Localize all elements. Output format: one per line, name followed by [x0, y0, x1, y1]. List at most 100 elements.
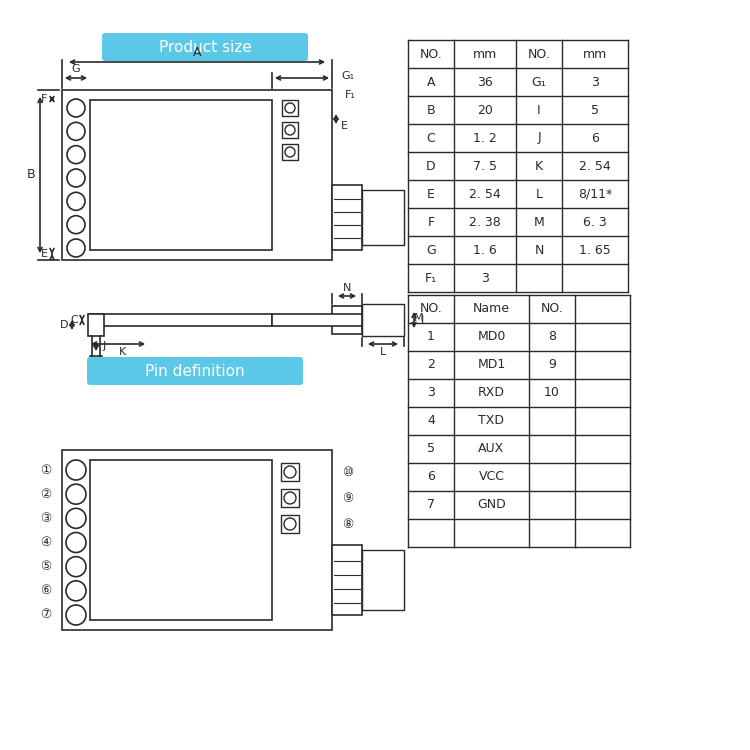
Text: I: I: [420, 315, 424, 325]
Text: G₁: G₁: [532, 76, 546, 88]
Bar: [332, 185, 362, 250]
Text: TXD: TXD: [478, 415, 505, 428]
Text: 1. 6: 1. 6: [473, 244, 496, 256]
Text: 36: 36: [477, 76, 493, 88]
Bar: [90, 314, 272, 326]
Text: 5: 5: [591, 104, 599, 116]
Circle shape: [67, 146, 85, 164]
Circle shape: [67, 99, 85, 117]
FancyBboxPatch shape: [102, 33, 308, 61]
Text: G: G: [426, 244, 436, 256]
Text: 6. 3: 6. 3: [584, 215, 607, 229]
Bar: [272, 314, 362, 326]
Text: E: E: [40, 249, 47, 259]
Text: K: K: [535, 160, 543, 172]
Text: AUX: AUX: [478, 442, 505, 455]
Bar: [62, 90, 332, 260]
Text: Product size: Product size: [158, 40, 251, 55]
Text: 9: 9: [548, 358, 556, 371]
Text: M: M: [414, 313, 424, 323]
Text: 3: 3: [481, 272, 489, 284]
Text: F₁: F₁: [344, 90, 355, 100]
Text: 2. 54: 2. 54: [470, 188, 501, 200]
Text: N: N: [343, 283, 351, 293]
Bar: [282, 100, 298, 116]
Circle shape: [284, 466, 296, 478]
Bar: [88, 314, 104, 336]
Bar: [332, 306, 362, 334]
Circle shape: [67, 216, 85, 234]
Text: L: L: [536, 188, 542, 200]
Circle shape: [285, 125, 295, 135]
Circle shape: [67, 169, 85, 187]
Text: ⑤: ⑤: [40, 560, 52, 573]
Bar: [362, 550, 404, 610]
Text: L: L: [380, 347, 386, 357]
Text: A: A: [193, 46, 201, 59]
Text: ⑦: ⑦: [40, 608, 52, 622]
Text: VCC: VCC: [478, 470, 505, 484]
Text: ⑨: ⑨: [342, 491, 354, 505]
Bar: [62, 450, 332, 630]
Bar: [281, 463, 299, 481]
Text: I: I: [537, 104, 541, 116]
Circle shape: [66, 484, 86, 504]
Text: RXD: RXD: [478, 386, 505, 400]
Text: 8/11*: 8/11*: [578, 188, 612, 200]
Circle shape: [284, 518, 296, 530]
Text: ⑩: ⑩: [342, 466, 354, 478]
Bar: [362, 190, 404, 245]
Text: mm: mm: [583, 47, 608, 61]
Text: B: B: [27, 169, 35, 182]
Text: 1. 2: 1. 2: [473, 131, 496, 145]
Text: ⑧: ⑧: [342, 518, 354, 530]
Text: N: N: [534, 244, 544, 256]
Text: 4: 4: [427, 415, 435, 428]
Text: 2. 38: 2. 38: [470, 215, 501, 229]
Text: E: E: [340, 121, 347, 131]
Text: NO.: NO.: [541, 302, 563, 316]
Text: 2. 54: 2. 54: [579, 160, 610, 172]
Text: D: D: [60, 320, 68, 330]
Text: GND: GND: [477, 499, 506, 512]
Text: F₁: F₁: [425, 272, 437, 284]
Circle shape: [66, 556, 86, 577]
Text: 6: 6: [591, 131, 599, 145]
Text: MD0: MD0: [477, 331, 506, 344]
Bar: [282, 144, 298, 160]
Bar: [90, 100, 272, 250]
Text: J: J: [102, 341, 106, 351]
Bar: [332, 545, 362, 615]
Text: D: D: [426, 160, 436, 172]
Text: G: G: [72, 64, 80, 74]
Text: J: J: [537, 131, 541, 145]
Text: ②: ②: [40, 488, 52, 501]
Circle shape: [66, 460, 86, 480]
Text: 3: 3: [427, 386, 435, 400]
Text: 1. 65: 1. 65: [579, 244, 610, 256]
Bar: [90, 460, 272, 620]
Circle shape: [285, 147, 295, 157]
Text: NO.: NO.: [528, 47, 550, 61]
Text: ⑥: ⑥: [40, 584, 52, 597]
Text: F: F: [427, 215, 434, 229]
Text: NO.: NO.: [420, 47, 442, 61]
Bar: [281, 515, 299, 533]
Text: mm: mm: [472, 47, 497, 61]
Text: 7. 5: 7. 5: [473, 160, 497, 172]
Text: 6: 6: [427, 470, 435, 484]
Text: 3: 3: [591, 76, 599, 88]
Circle shape: [66, 605, 86, 625]
Text: NO.: NO.: [420, 302, 442, 316]
Circle shape: [66, 580, 86, 601]
Text: M: M: [534, 215, 544, 229]
Bar: [362, 304, 404, 336]
Text: 10: 10: [544, 386, 560, 400]
Text: ④: ④: [40, 536, 52, 549]
Text: C: C: [70, 315, 78, 325]
Text: 8: 8: [548, 331, 556, 344]
Circle shape: [284, 492, 296, 504]
Text: 7: 7: [427, 499, 435, 512]
Text: Name: Name: [473, 302, 510, 316]
Text: A: A: [427, 76, 435, 88]
